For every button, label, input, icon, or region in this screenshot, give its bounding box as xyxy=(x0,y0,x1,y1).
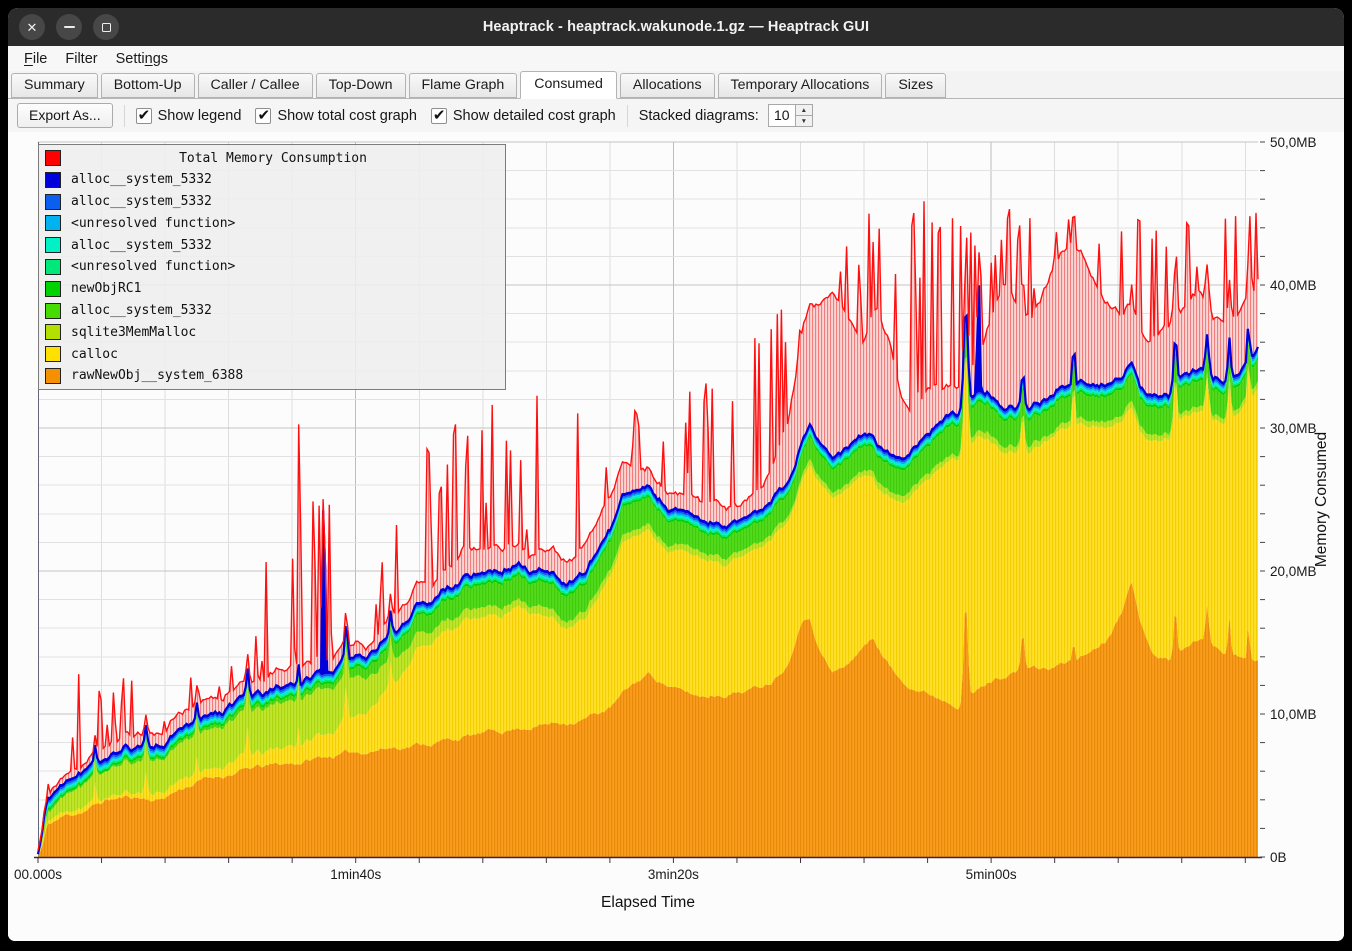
legend-swatch xyxy=(45,171,61,188)
legend-item: <unresolved function> xyxy=(43,213,501,233)
legend-swatch xyxy=(45,280,61,297)
y-tick-label: 10,0MB xyxy=(1270,707,1317,722)
toolbar-separator xyxy=(626,104,628,127)
x-tick-label: 5min00s xyxy=(966,867,1017,882)
legend-label: newObjRC1 xyxy=(71,281,142,297)
legend-swatch xyxy=(45,302,61,319)
legend-swatch xyxy=(45,367,61,384)
app-window: ✕ Heaptrack - heaptrack.wakunode.1.gz — … xyxy=(8,8,1344,941)
tab-flame-graph[interactable]: Flame Graph xyxy=(408,73,518,98)
tab-consumed[interactable]: Consumed xyxy=(520,71,617,99)
titlebar: ✕ Heaptrack - heaptrack.wakunode.1.gz — … xyxy=(8,8,1344,46)
checkbox-label: Show total cost graph xyxy=(277,107,417,124)
tab-summary[interactable]: Summary xyxy=(11,73,98,98)
legend-title: Total Memory Consumption xyxy=(179,150,367,166)
legend-swatch xyxy=(45,346,61,363)
menu-settings[interactable]: Settings xyxy=(115,50,169,67)
legend-swatch xyxy=(45,324,61,341)
memory-consumption-chart[interactable]: 00.000s 1min40s 3min20s 5min00s 0B 10,0MB 20,0… xyxy=(8,132,1344,941)
checkbox-box[interactable]: ✔ xyxy=(255,106,272,124)
y-tick-label: 30,0MB xyxy=(1270,421,1317,436)
y-tick-label: 40,0MB xyxy=(1270,278,1317,293)
window-controls: ✕ xyxy=(19,14,119,40)
chart-legend: Total Memory Consumption alloc__system_53… xyxy=(38,144,506,390)
stacked-diagrams-stepper[interactable]: 10 ▲ ▼ xyxy=(767,104,813,127)
legend-item: alloc__system_5332 xyxy=(43,192,501,212)
spinner-buttons: ▲ ▼ xyxy=(795,104,813,127)
chart-area: 00.000s 1min40s 3min20s 5min00s 0B 10,0MB 20,0… xyxy=(8,132,1344,941)
checkbox-show-total-cost-graph[interactable]: ✔ Show total cost graph xyxy=(255,106,417,124)
legend-label: alloc__system_5332 xyxy=(71,303,212,319)
x-tick-label: 3min20s xyxy=(648,867,699,882)
legend-item: alloc__system_5332 xyxy=(43,235,501,255)
menu-file[interactable]: File xyxy=(24,50,48,67)
window-title: Heaptrack - heaptrack.wakunode.1.gz — He… xyxy=(482,19,870,35)
spin-up-icon[interactable]: ▲ xyxy=(795,104,813,115)
maximize-button[interactable] xyxy=(93,14,119,40)
tab-sizes[interactable]: Sizes xyxy=(885,73,947,98)
legend-label: alloc__system_5332 xyxy=(71,237,212,253)
legend-swatch xyxy=(45,193,61,210)
legend-item: calloc xyxy=(43,344,501,364)
legend-item: <unresolved function> xyxy=(43,257,501,277)
y-tick-label: 20,0MB xyxy=(1270,564,1317,579)
checkbox-box[interactable]: ✔ xyxy=(430,106,447,124)
legend-item: alloc__system_5332 xyxy=(43,170,501,190)
spin-down-icon[interactable]: ▼ xyxy=(795,115,813,127)
checkbox-label: Show detailed cost graph xyxy=(452,107,616,124)
x-tick-label: 1min40s xyxy=(330,867,381,882)
x-tick-label: 00.000s xyxy=(14,867,62,882)
checkbox-group: ✔ Show legend ✔ Show total cost graph ✔ Show … xyxy=(135,106,616,124)
tab-allocations[interactable]: Allocations xyxy=(619,73,715,98)
legend-item: newObjRC1 xyxy=(43,279,501,299)
legend-swatch xyxy=(45,237,61,254)
legend-label: alloc__system_5332 xyxy=(71,172,212,188)
checkbox-label: Show legend xyxy=(157,107,242,124)
legend-label: <unresolved function> xyxy=(71,259,236,275)
legend-label: rawNewObj__system_6388 xyxy=(71,368,244,384)
stacked-diagrams-label: Stacked diagrams: xyxy=(638,107,759,124)
stacked-diagrams-value[interactable]: 10 xyxy=(767,104,796,127)
legend-label: sqlite3MemMalloc xyxy=(71,324,197,340)
legend-item: rawNewObj__system_6388 xyxy=(43,366,501,386)
tab-caller-callee[interactable]: Caller / Callee xyxy=(197,73,313,98)
checkbox-show-detailed-cost-graph[interactable]: ✔ Show detailed cost graph xyxy=(430,106,616,124)
toolbar-separator xyxy=(123,104,125,127)
tab-bar: Summary Bottom-Up Caller / Callee Top-Down F… xyxy=(8,71,1344,99)
legend-label: <unresolved function> xyxy=(71,215,236,231)
close-button[interactable]: ✕ xyxy=(19,14,45,40)
menubar: File Filter Settings xyxy=(8,46,1344,71)
checkbox-show-legend[interactable]: ✔ Show legend xyxy=(135,106,242,124)
legend-label: alloc__system_5332 xyxy=(71,194,212,210)
legend-label: calloc xyxy=(71,346,118,362)
x-axis-title: Elapsed Time xyxy=(601,894,695,911)
tab-bottom-up[interactable]: Bottom-Up xyxy=(100,73,195,98)
minimize-button[interactable] xyxy=(56,14,82,40)
legend-swatch xyxy=(45,150,61,166)
legend-item: alloc__system_5332 xyxy=(43,301,501,321)
menu-filter[interactable]: Filter xyxy=(65,50,98,67)
y-tick-label: 50,0MB xyxy=(1270,135,1317,150)
y-tick-label: 0B xyxy=(1270,850,1287,865)
minimize-icon xyxy=(63,26,75,28)
legend-swatch xyxy=(45,258,61,275)
toolbar: Export As... ✔ Show legend ✔ Show total cos… xyxy=(8,99,1344,132)
checkbox-box[interactable]: ✔ xyxy=(135,106,152,124)
tab-temporary-allocations[interactable]: Temporary Allocations xyxy=(717,73,883,98)
export-as-button[interactable]: Export As... xyxy=(17,103,113,128)
legend-swatch xyxy=(45,215,61,232)
y-axis-title: Memory Consumed xyxy=(1313,432,1330,567)
tab-top-down[interactable]: Top-Down xyxy=(315,73,406,98)
legend-title-row: Total Memory Consumption xyxy=(43,148,501,168)
close-icon: ✕ xyxy=(26,19,38,35)
legend-item: sqlite3MemMalloc xyxy=(43,322,501,342)
maximize-icon xyxy=(101,22,111,32)
